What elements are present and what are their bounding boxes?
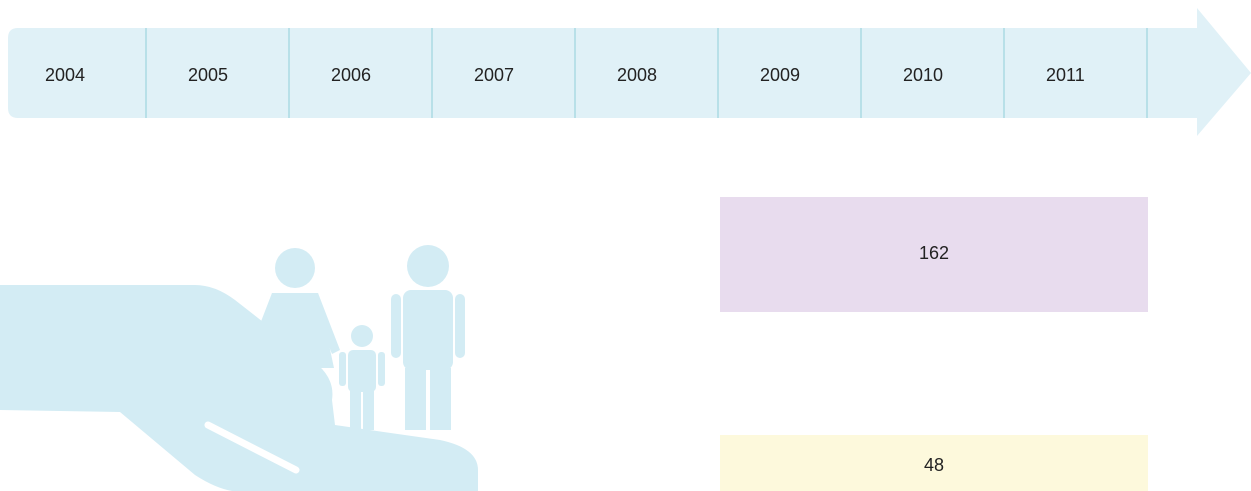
hand	[0, 285, 478, 491]
man-leg	[430, 368, 451, 430]
yellow-box	[720, 435, 1148, 491]
man-head	[407, 245, 449, 287]
child-leg	[350, 390, 361, 430]
timeline-arrow	[8, 8, 1251, 136]
arrow-band	[8, 8, 1251, 136]
child-head	[351, 325, 373, 347]
purple-box	[720, 197, 1148, 312]
box-value: 162	[919, 243, 949, 263]
woman-head	[275, 248, 315, 288]
care-icon	[0, 245, 478, 491]
timeline-years: 2004 2005 2006 2007 2008 2009 2010 2011	[45, 65, 1085, 85]
child-body	[348, 350, 376, 392]
woman-leg	[288, 366, 295, 402]
timeline-dividers	[145, 28, 1148, 118]
man-leg	[405, 368, 426, 430]
woman-arms	[250, 293, 340, 354]
year-label: 2011	[1046, 65, 1085, 85]
year-label: 2010	[903, 65, 943, 85]
child-arm	[339, 352, 346, 386]
year-label: 2007	[474, 65, 514, 85]
child-leg	[363, 390, 374, 430]
year-label: 2004	[45, 65, 85, 85]
man-arm	[391, 294, 401, 358]
woman-leg	[297, 366, 304, 402]
year-label: 2008	[617, 65, 657, 85]
year-label: 2006	[331, 65, 371, 85]
man-body	[403, 290, 453, 370]
child-arm	[378, 352, 385, 386]
year-label: 2009	[760, 65, 800, 85]
box-value: 48	[924, 455, 944, 475]
man-arm	[455, 294, 465, 358]
year-label: 2005	[188, 65, 228, 85]
thumb-line	[204, 421, 300, 474]
